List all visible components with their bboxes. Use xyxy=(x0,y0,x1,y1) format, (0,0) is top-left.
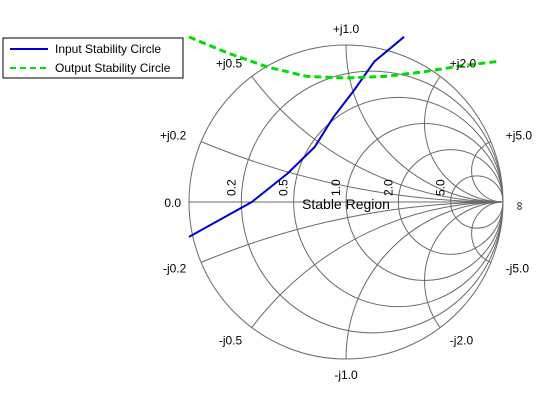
reactance-tick-label: -j5.0 xyxy=(506,262,530,276)
resistance-tick-label: 0.5 xyxy=(277,179,291,196)
reactance-tick-label: -j1.0 xyxy=(334,368,358,382)
reactance-tick-label: +j1.0 xyxy=(333,22,360,36)
real-axis-right-label: ∞ xyxy=(512,202,526,211)
legend-label-output: Output Stability Circle xyxy=(55,61,171,75)
stable-region-label: Stable Region xyxy=(302,196,390,212)
resistance-tick-label: 2.0 xyxy=(381,179,395,196)
legend: Input Stability Circle Output Stability … xyxy=(3,38,183,78)
reactance-arc xyxy=(189,202,560,420)
reactance-tick-label: +j2.0 xyxy=(450,57,477,71)
legend-label-input: Input Stability Circle xyxy=(55,42,161,56)
resistance-tick-label: 1.0 xyxy=(329,179,343,196)
reactance-tick-label: +j5.0 xyxy=(506,129,533,143)
resistance-tick-label: 5.0 xyxy=(434,179,448,196)
reactance-tick-label: -j0.2 xyxy=(163,262,187,276)
reactance-arc xyxy=(425,202,560,359)
reactance-arc xyxy=(346,202,560,420)
reactance-tick-label: +j0.5 xyxy=(216,57,243,71)
reactance-arc xyxy=(0,202,560,420)
real-axis-left-label: 0.0 xyxy=(164,196,181,210)
resistance-tick-label: 0.2 xyxy=(224,179,238,196)
reactance-arc xyxy=(346,0,560,202)
reactance-arc xyxy=(0,0,560,202)
reactance-tick-label: +j0.2 xyxy=(160,129,187,143)
reactance-tick-label: -j2.0 xyxy=(450,333,474,347)
reactance-tick-label: -j0.5 xyxy=(219,333,243,347)
reactance-arc xyxy=(425,45,560,202)
